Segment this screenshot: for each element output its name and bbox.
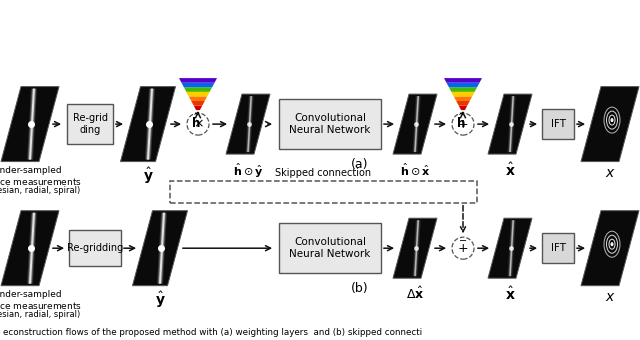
Polygon shape: [1, 211, 59, 286]
Polygon shape: [29, 213, 35, 284]
Text: Under-sampled: Under-sampled: [0, 290, 62, 299]
Text: (Cartesian, radial, spiral): (Cartesian, radial, spiral): [0, 186, 80, 194]
Polygon shape: [449, 87, 477, 92]
Text: Skipped connection: Skipped connection: [275, 168, 372, 178]
Text: $+$: $+$: [458, 118, 468, 131]
Text: $\hat{\mathbf{x}}$: $\hat{\mathbf{x}}$: [504, 162, 515, 179]
Polygon shape: [413, 220, 420, 276]
Text: Convolutional
Neural Network: Convolutional Neural Network: [289, 237, 371, 259]
Text: $\Delta\hat{\mathbf{x}}$: $\Delta\hat{\mathbf{x}}$: [406, 286, 424, 302]
Polygon shape: [147, 89, 153, 159]
Text: $x$: $x$: [605, 166, 615, 180]
Polygon shape: [246, 96, 253, 152]
Polygon shape: [444, 78, 482, 83]
Polygon shape: [508, 220, 516, 276]
Text: (b): (b): [351, 282, 369, 295]
Text: Convolutional
Neural Network: Convolutional Neural Network: [289, 113, 371, 135]
Polygon shape: [581, 211, 639, 286]
Polygon shape: [132, 211, 188, 286]
Polygon shape: [29, 89, 35, 159]
Text: econstruction flows of the proposed method with (a) weighting layers  and (b) sk: econstruction flows of the proposed meth…: [3, 328, 422, 337]
Polygon shape: [393, 218, 437, 278]
Polygon shape: [456, 101, 470, 105]
Polygon shape: [451, 92, 475, 96]
Polygon shape: [509, 96, 515, 152]
Polygon shape: [191, 101, 205, 105]
FancyBboxPatch shape: [279, 223, 381, 273]
Polygon shape: [413, 220, 420, 276]
Polygon shape: [182, 83, 214, 87]
Polygon shape: [509, 96, 514, 152]
Ellipse shape: [611, 119, 613, 122]
Text: (a): (a): [351, 158, 369, 171]
Polygon shape: [247, 96, 252, 152]
Polygon shape: [28, 213, 36, 284]
Text: IFT: IFT: [550, 119, 566, 129]
Polygon shape: [194, 105, 202, 110]
Circle shape: [452, 237, 474, 259]
Text: $\hat{\mathbf{x}}$: $\hat{\mathbf{x}}$: [504, 286, 515, 303]
Polygon shape: [509, 220, 515, 276]
Ellipse shape: [611, 243, 613, 246]
Polygon shape: [509, 220, 514, 276]
Polygon shape: [459, 105, 467, 110]
Text: (Cartesian, radial, spiral): (Cartesian, radial, spiral): [0, 310, 80, 319]
Polygon shape: [28, 89, 36, 159]
FancyBboxPatch shape: [69, 230, 121, 266]
Bar: [170, 181, 477, 203]
Polygon shape: [488, 94, 532, 154]
Polygon shape: [145, 89, 155, 159]
Text: $\times$: $\times$: [193, 118, 204, 131]
Polygon shape: [414, 96, 419, 152]
Polygon shape: [159, 213, 165, 284]
Text: IFT: IFT: [550, 243, 566, 253]
FancyBboxPatch shape: [279, 99, 381, 149]
Polygon shape: [189, 96, 207, 101]
Text: $k$-space measurements: $k$-space measurements: [0, 300, 81, 313]
Polygon shape: [27, 213, 37, 284]
Text: $\hat{\mathbf{h}} \odot \hat{\mathbf{y}}$: $\hat{\mathbf{h}} \odot \hat{\mathbf{y}}…: [233, 162, 263, 180]
Text: $\hat{\mathbf{h}}$: $\hat{\mathbf{h}}$: [191, 112, 201, 131]
Polygon shape: [186, 92, 210, 96]
Circle shape: [187, 113, 209, 135]
Polygon shape: [393, 94, 437, 154]
Polygon shape: [581, 87, 639, 162]
Text: $\hat{\mathbf{y}}$: $\hat{\mathbf{y}}$: [155, 290, 165, 310]
Text: Re-gridding: Re-gridding: [67, 243, 123, 253]
Circle shape: [452, 113, 474, 135]
Polygon shape: [447, 83, 479, 87]
Polygon shape: [508, 96, 516, 152]
Polygon shape: [413, 96, 420, 152]
Text: $\hat{\mathbf{y}}$: $\hat{\mathbf{y}}$: [143, 166, 154, 186]
Polygon shape: [1, 87, 59, 162]
Text: $-$: $-$: [458, 234, 468, 244]
Text: $\hat{\mathbf{h}}$: $\hat{\mathbf{h}}$: [456, 112, 466, 131]
Polygon shape: [27, 89, 37, 159]
Polygon shape: [226, 94, 270, 154]
Polygon shape: [157, 213, 167, 284]
Text: $k$-space measurements: $k$-space measurements: [0, 175, 81, 189]
FancyBboxPatch shape: [67, 104, 113, 144]
Polygon shape: [413, 96, 420, 152]
Text: $\hat{\mathbf{h}} \odot \hat{\mathbf{x}}$: $\hat{\mathbf{h}} \odot \hat{\mathbf{x}}…: [400, 162, 430, 178]
Polygon shape: [120, 87, 175, 162]
Text: Re-grid
ding: Re-grid ding: [72, 113, 108, 135]
Text: $x$: $x$: [605, 290, 615, 304]
Polygon shape: [414, 220, 419, 276]
Polygon shape: [488, 218, 532, 278]
FancyBboxPatch shape: [542, 109, 574, 139]
Polygon shape: [184, 87, 212, 92]
Polygon shape: [179, 78, 217, 83]
Polygon shape: [454, 96, 472, 101]
Polygon shape: [146, 89, 154, 159]
Polygon shape: [246, 96, 253, 152]
Polygon shape: [158, 213, 166, 284]
Text: Under-sampled: Under-sampled: [0, 166, 62, 175]
Text: $+$: $+$: [458, 242, 468, 255]
FancyBboxPatch shape: [542, 233, 574, 263]
